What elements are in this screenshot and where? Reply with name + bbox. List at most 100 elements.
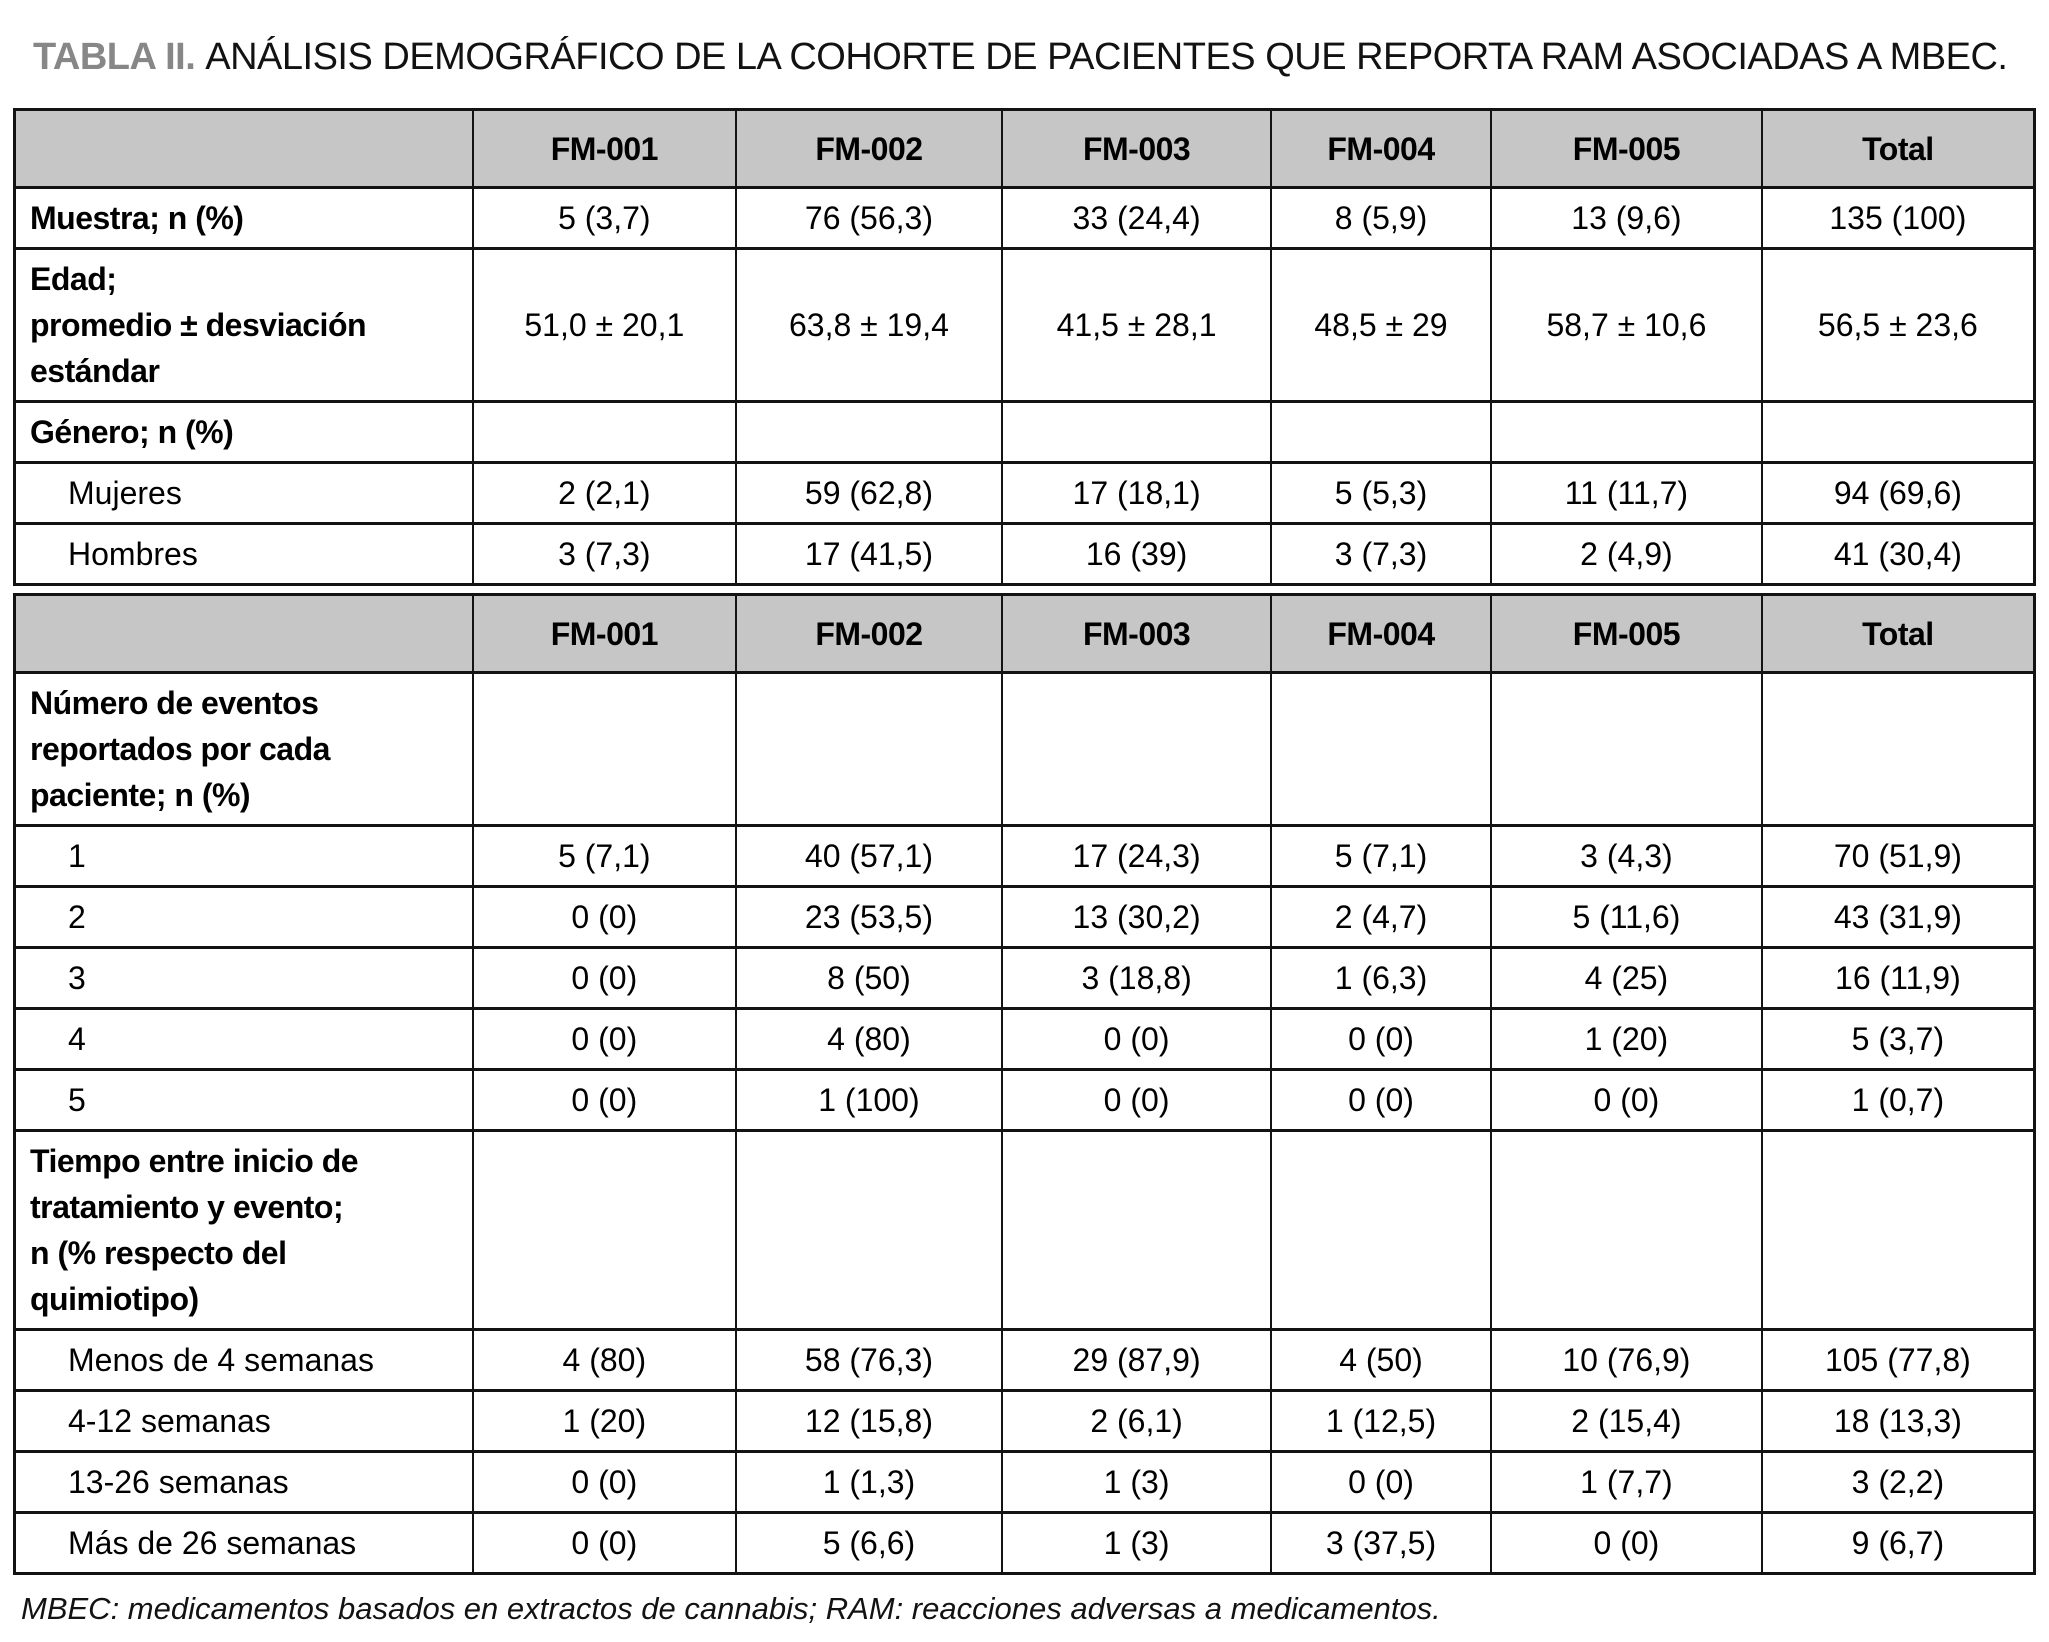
data-cell: 0 (0) (472, 1068, 737, 1132)
data-cell (472, 671, 737, 827)
data-cell: 5 (3,7) (1760, 1007, 2036, 1071)
column-header: FM-002 (734, 593, 1004, 674)
data-cell: 17 (41,5) (734, 522, 1004, 586)
data-cell: 1 (7,7) (1490, 1450, 1763, 1514)
events-table: FM-001 FM-002 FM-003 FM-004 FM-005 Total Númer… (13, 593, 2036, 1575)
column-header: FM-004 (1269, 593, 1493, 674)
row-label: Mujeres (13, 461, 475, 525)
row-label: 5 (13, 1068, 475, 1132)
data-cell: 3 (2,2) (1760, 1450, 2036, 1514)
data-cell: 13 (30,2) (1001, 885, 1272, 949)
row-label: 13-26 semanas (13, 1450, 475, 1514)
corner-header-cell (13, 108, 475, 189)
data-cell: 0 (0) (1269, 1007, 1493, 1071)
column-header: FM-005 (1490, 108, 1763, 189)
demographics-table-body: FM-001 FM-002 FM-003 FM-004 FM-005 Total Muest… (13, 108, 2036, 586)
data-cell: 0 (0) (472, 1511, 737, 1575)
column-header: FM-005 (1490, 593, 1763, 674)
data-cell: 0 (0) (1490, 1068, 1763, 1132)
data-cell (1760, 1129, 2036, 1331)
data-cell: 1 (20) (472, 1389, 737, 1453)
data-cell: 0 (0) (1269, 1450, 1493, 1514)
data-cell: 0 (0) (1001, 1068, 1272, 1132)
data-cell: 1 (3) (1001, 1511, 1272, 1575)
data-cell: 1 (12,5) (1269, 1389, 1493, 1453)
data-cell (1001, 400, 1272, 464)
data-cell: 9 (6,7) (1760, 1511, 2036, 1575)
data-cell (734, 1129, 1004, 1331)
data-cell (1760, 671, 2036, 827)
data-cell: 41 (30,4) (1760, 522, 2036, 586)
table-row: Más de 26 semanas 0 (0) 5 (6,6) 1 (3) 3 (37,… (13, 1511, 2036, 1575)
data-cell: 5 (11,6) (1490, 885, 1763, 949)
data-cell: 5 (7,1) (1269, 824, 1493, 888)
column-header: FM-001 (472, 593, 737, 674)
table-title-number: TABLA II. (33, 36, 196, 78)
data-cell: 18 (13,3) (1760, 1389, 2036, 1453)
table-row: Hombres 3 (7,3) 17 (41,5) 16 (39) 3 (7,3) 2 (… (13, 522, 2036, 586)
data-cell: 56,5 ± 23,6 (1760, 247, 2036, 403)
data-cell: 3 (7,3) (1269, 522, 1493, 586)
data-cell: 0 (0) (1269, 1068, 1493, 1132)
table-title-text: ANÁLISIS DEMOGRÁFICO DE LA COHORTE DE PA… (205, 36, 2008, 78)
data-cell (734, 400, 1004, 464)
row-label: Muestra; n (%) (13, 186, 475, 250)
data-cell: 105 (77,8) (1760, 1328, 2036, 1392)
column-header: FM-001 (472, 108, 737, 189)
row-label: Edad; promedio ± desviación estándar (13, 247, 475, 403)
data-cell: 3 (4,3) (1490, 824, 1763, 888)
data-cell: 11 (11,7) (1490, 461, 1763, 525)
row-label: Menos de 4 semanas (13, 1328, 475, 1392)
header-row: FM-001 FM-002 FM-003 FM-004 FM-005 Total (13, 108, 2036, 189)
data-cell: 8 (50) (734, 946, 1004, 1010)
data-cell: 1 (20) (1490, 1007, 1763, 1071)
row-label: 1 (13, 824, 475, 888)
data-cell (1269, 400, 1493, 464)
data-cell: 2 (6,1) (1001, 1389, 1272, 1453)
row-label: Género; n (%) (13, 400, 475, 464)
data-cell: 70 (51,9) (1760, 824, 2036, 888)
column-header: Total (1760, 108, 2036, 189)
data-cell: 3 (37,5) (1269, 1511, 1493, 1575)
table-row: Mujeres 2 (2,1) 59 (62,8) 17 (18,1) 5 (5,3) 1… (13, 461, 2036, 525)
table-title: TABLA II. ANÁLISIS DEMOGRÁFICO DE LA COHO… (33, 34, 2036, 80)
data-cell: 0 (0) (472, 946, 737, 1010)
column-header: FM-004 (1269, 108, 1493, 189)
data-cell: 16 (11,9) (1760, 946, 2036, 1010)
data-cell: 1 (1,3) (734, 1450, 1004, 1514)
data-cell: 135 (100) (1760, 186, 2036, 250)
data-cell: 2 (15,4) (1490, 1389, 1763, 1453)
data-cell (1490, 671, 1763, 827)
data-cell (1269, 1129, 1493, 1331)
data-cell (1490, 1129, 1763, 1331)
data-cell: 17 (18,1) (1001, 461, 1272, 525)
data-cell (734, 671, 1004, 827)
data-cell: 40 (57,1) (734, 824, 1004, 888)
column-header: FM-003 (1001, 593, 1272, 674)
row-label: 3 (13, 946, 475, 1010)
data-cell (472, 400, 737, 464)
data-cell (472, 1129, 737, 1331)
table-row: Género; n (%) (13, 400, 2036, 464)
data-cell: 3 (18,8) (1001, 946, 1272, 1010)
events-table-body: FM-001 FM-002 FM-003 FM-004 FM-005 Total Númer… (13, 593, 2036, 1575)
table-row: 4-12 semanas 1 (20) 12 (15,8) 2 (6,1) 1 (12,… (13, 1389, 2036, 1453)
table-row: Tiempo entre inicio de tratamiento y even… (13, 1129, 2036, 1331)
data-cell: 13 (9,6) (1490, 186, 1763, 250)
table-row: 13-26 semanas 0 (0) 1 (1,3) 1 (3) 0 (0) 1 (7,… (13, 1450, 2036, 1514)
data-cell: 51,0 ± 20,1 (472, 247, 737, 403)
data-cell: 2 (4,9) (1490, 522, 1763, 586)
data-cell: 4 (25) (1490, 946, 1763, 1010)
row-label: 4-12 semanas (13, 1389, 475, 1453)
data-cell: 29 (87,9) (1001, 1328, 1272, 1392)
data-cell: 4 (80) (472, 1328, 737, 1392)
data-cell: 0 (0) (472, 1007, 737, 1071)
row-label: Hombres (13, 522, 475, 586)
data-cell: 58 (76,3) (734, 1328, 1004, 1392)
row-label: Tiempo entre inicio de tratamiento y even… (13, 1129, 475, 1331)
